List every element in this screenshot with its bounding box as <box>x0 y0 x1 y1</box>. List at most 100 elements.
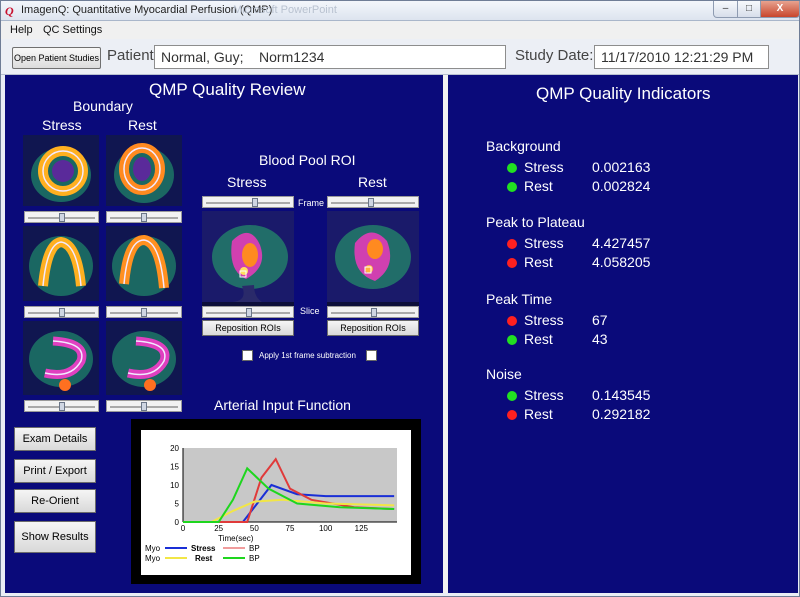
blood-pool-rest-label: Rest <box>358 174 387 190</box>
stress-subtraction-checkbox[interactable] <box>242 350 253 361</box>
indicator-row-value: 0.143545 <box>592 387 651 403</box>
reposition-stress-rois-button[interactable]: Reposition ROIs <box>202 320 294 336</box>
legend-label: BP <box>249 544 260 553</box>
indicator-row-label: Stress <box>524 235 564 251</box>
indicator-row-value: 0.002163 <box>592 159 651 175</box>
blood-pool-title: Blood Pool ROI <box>259 152 356 168</box>
status-indicator-icon <box>507 316 517 326</box>
boundary-rest-horizontal-long-axis-image <box>106 321 182 395</box>
menu-bar: Help QC Settings <box>1 21 799 39</box>
indicator-row-label: Rest <box>524 331 553 347</box>
chart-y-tick-label: 20 <box>170 444 179 453</box>
boundary-rest-slider-3[interactable] <box>106 400 182 412</box>
chart-x-tick-label: 25 <box>214 524 223 533</box>
indicator-row-value: 0.002824 <box>592 178 651 194</box>
chart-x-tick-label: 50 <box>250 524 259 533</box>
indicator-group-title: Noise <box>486 366 522 382</box>
menu-help[interactable]: Help <box>10 24 33 36</box>
study-date-label: Study Date: <box>515 47 594 64</box>
legend-label: Myo <box>145 544 161 553</box>
indicator-row-label: Rest <box>524 254 553 270</box>
blood-pool-stress-label: Stress <box>227 174 267 190</box>
legend-group-label: Stress <box>191 544 216 553</box>
boundary-rest-short-axis-image <box>106 135 182 206</box>
rest-subtraction-checkbox[interactable] <box>366 350 377 361</box>
status-indicator-icon <box>507 410 517 420</box>
reorient-button[interactable]: Re-Orient <box>14 489 96 513</box>
open-patient-studies-button[interactable]: Open Patient Studies <box>12 47 101 69</box>
indicator-row-label: Stress <box>524 312 564 328</box>
status-indicator-icon <box>507 391 517 401</box>
indicator-row-value: 67 <box>592 312 608 328</box>
stress-frame-slider[interactable] <box>202 196 294 208</box>
frame-label: Frame <box>298 198 325 208</box>
chart-y-tick-label: 10 <box>170 481 179 490</box>
rest-slice-slider[interactable] <box>327 306 419 318</box>
indicator-group-title: Background <box>486 138 561 154</box>
chart-y-tick-label: 0 <box>175 518 180 527</box>
maximize-button[interactable]: □ <box>737 1 761 18</box>
aif-chart-svg: 0 5 10 15 20 0 25 50 75 100 125 Time(sec) Myo Stress B… <box>145 444 397 563</box>
indicator-row-value: 0.292182 <box>592 406 651 422</box>
blood-pool-rest-image <box>327 211 419 307</box>
title-bar: Q ImagenQ: Quantitative Myocardial Perfu… <box>1 1 800 21</box>
aif-chart: 0 5 10 15 20 0 25 50 75 100 125 Time(sec) Myo Stress B… <box>141 430 411 575</box>
patient-toolbar: Open Patient Studies Patient: Normal, Gu… <box>1 39 799 75</box>
boundary-stress-horizontal-long-axis-image <box>23 321 99 395</box>
rest-frame-slider[interactable] <box>327 196 419 208</box>
boundary-title: Boundary <box>73 98 133 114</box>
legend-label: BP <box>249 554 260 563</box>
indicator-row-value: 43 <box>592 331 608 347</box>
apply-subtraction-label: Apply 1st frame subtraction <box>259 351 356 360</box>
patient-field[interactable]: Normal, Guy; Norm1234 <box>154 45 506 69</box>
chart-x-tick-label: 0 <box>181 524 186 533</box>
indicator-group-title: Peak Time <box>486 291 553 307</box>
status-indicator-icon <box>507 258 517 268</box>
indicator-group-title: Peak to Plateau <box>486 214 585 230</box>
indicator-row-label: Rest <box>524 178 553 194</box>
legend-group-label: Rest <box>195 554 213 563</box>
boundary-rest-vertical-long-axis-image <box>106 226 182 301</box>
slice-label: Slice <box>300 306 320 316</box>
boundary-stress-slider-1[interactable] <box>24 211 99 223</box>
menu-qc-settings[interactable]: QC Settings <box>43 24 103 36</box>
minimize-button[interactable]: – <box>713 1 738 18</box>
chart-series-line <box>183 457 395 523</box>
boundary-rest-slider-2[interactable] <box>106 306 182 318</box>
boundary-stress-vertical-long-axis-image <box>23 226 99 301</box>
boundary-rest-slider-1[interactable] <box>106 211 182 223</box>
quality-indicators-panel <box>448 75 798 593</box>
close-button[interactable]: X <box>760 1 800 18</box>
chart-plot-area <box>183 448 397 522</box>
indicator-row-value: 4.427457 <box>592 235 651 251</box>
indicator-row-label: Rest <box>524 406 553 422</box>
aif-title: Arterial Input Function <box>214 397 351 413</box>
reposition-rest-rois-button[interactable]: Reposition ROIs <box>327 320 419 336</box>
print-export-button[interactable]: Print / Export <box>14 459 96 483</box>
indicator-row-value: 4.058205 <box>592 254 651 270</box>
status-indicator-icon <box>507 239 517 249</box>
panel-divider <box>443 75 448 593</box>
boundary-stress-slider-2[interactable] <box>24 306 99 318</box>
show-results-button[interactable]: Show Results <box>14 521 96 553</box>
status-indicator-icon <box>507 163 517 173</box>
chart-series-line <box>183 466 395 523</box>
status-indicator-icon <box>507 335 517 345</box>
indicator-row-label: Stress <box>524 159 564 175</box>
legend-label: Myo <box>145 554 161 563</box>
boundary-stress-label: Stress <box>42 117 82 133</box>
patient-label: Patient: <box>107 47 158 64</box>
study-date-field[interactable]: 11/17/2010 12:21:29 PM <box>594 45 769 69</box>
stress-slice-slider[interactable] <box>202 306 294 318</box>
chart-y-tick-label: 5 <box>175 500 180 509</box>
chart-y-tick-label: 15 <box>170 463 179 472</box>
status-indicator-icon <box>507 182 517 192</box>
review-title: QMP Quality Review <box>149 80 306 99</box>
background-window-title: Microsoft PowerPoint <box>233 4 337 16</box>
boundary-stress-slider-3[interactable] <box>24 400 99 412</box>
exam-details-button[interactable]: Exam Details <box>14 427 96 451</box>
app-logo-icon: Q <box>5 4 14 18</box>
boundary-rest-label: Rest <box>128 117 157 133</box>
chart-x-tick-label: 100 <box>319 524 333 533</box>
chart-x-tick-label: 125 <box>355 524 369 533</box>
